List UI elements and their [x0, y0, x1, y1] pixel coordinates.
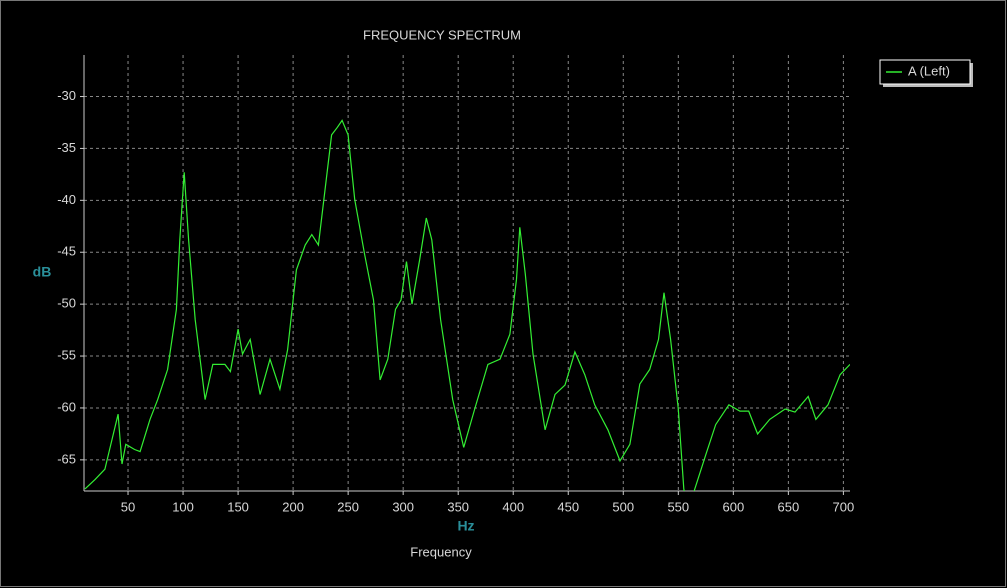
- y-tick-label: -65: [57, 451, 76, 466]
- legend-label: A (Left): [908, 63, 950, 78]
- line: [84, 119, 850, 491]
- x-tick-label: 300: [392, 499, 414, 514]
- x-tick-label: 450: [557, 499, 579, 514]
- x-tick-label: 250: [337, 499, 359, 514]
- y-tick-label: -50: [57, 296, 76, 311]
- y-tick-label: -30: [57, 88, 76, 103]
- x-tick-label: 700: [833, 499, 855, 514]
- x-tick-label: 150: [227, 499, 249, 514]
- x-axis-label: Hz: [457, 518, 474, 534]
- x-tick-label: 350: [447, 499, 469, 514]
- x-tick-label: 100: [172, 499, 194, 514]
- series: [84, 119, 850, 491]
- x-tick-label: 600: [722, 499, 744, 514]
- chart-title: FREQUENCY SPECTRUM: [363, 27, 521, 42]
- caption: Frequency: [410, 544, 472, 559]
- x-tick-label: 650: [778, 499, 800, 514]
- y-tick-label: -40: [57, 192, 76, 207]
- x-tick-label: 50: [121, 499, 135, 514]
- x-tick-label: 200: [282, 499, 304, 514]
- x-tick-label: 500: [612, 499, 634, 514]
- x-tick-label: 400: [502, 499, 524, 514]
- y-tick-label: -60: [57, 399, 76, 414]
- y-tick-label: -45: [57, 244, 76, 259]
- y-tick-label: -35: [57, 140, 76, 155]
- y-axis-label: dB: [33, 264, 52, 280]
- y-tick-label: -55: [57, 347, 76, 362]
- x-tick-label: 550: [667, 499, 689, 514]
